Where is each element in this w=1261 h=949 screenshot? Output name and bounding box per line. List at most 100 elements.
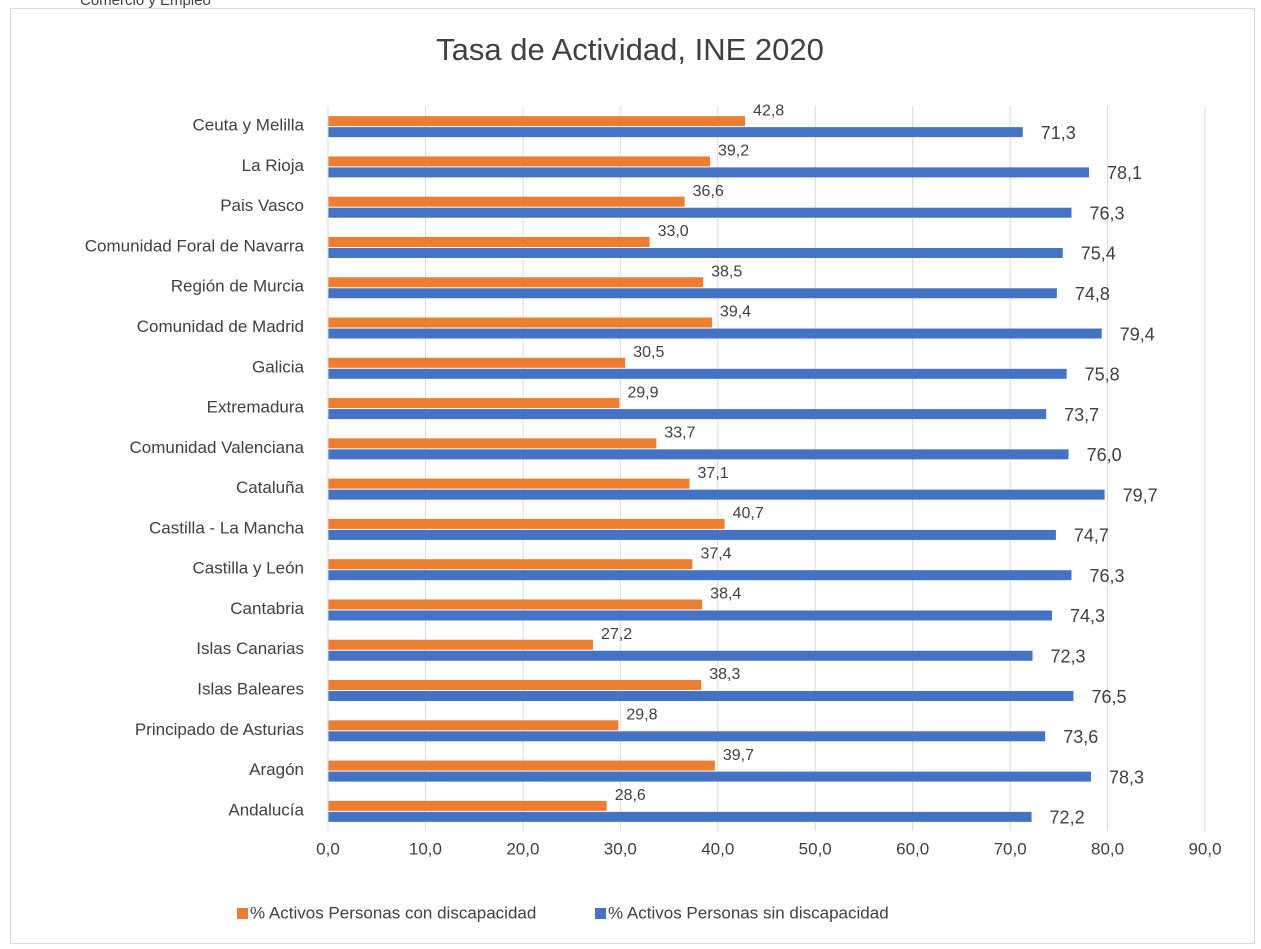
y-tick-label: Región de Murcia: [171, 277, 305, 296]
data-label: 74,7: [1074, 526, 1109, 546]
bar: [328, 247, 1063, 258]
data-label: 76,3: [1090, 203, 1125, 223]
bar: [328, 559, 693, 570]
legend-swatch: [237, 908, 248, 919]
data-label: 39,4: [720, 304, 751, 321]
bar: [328, 328, 1102, 339]
y-tick-label: Principado de Asturias: [135, 720, 304, 739]
bar: [328, 478, 690, 489]
bar: [328, 357, 626, 368]
data-label: 29,9: [627, 384, 658, 401]
bar: [328, 518, 725, 529]
bar: [328, 731, 1046, 742]
bar: [328, 317, 712, 328]
data-label: 37,4: [700, 545, 731, 562]
y-tick-label: Cantabria: [230, 599, 304, 618]
y-tick-label: Andalucía: [228, 800, 304, 819]
bar: [328, 127, 1023, 138]
bar: [328, 650, 1033, 661]
data-label: 39,7: [723, 747, 754, 764]
y-tick-label: Castilla y León: [192, 559, 304, 578]
x-tick-label: 0,0: [316, 839, 340, 858]
data-label: 75,4: [1081, 244, 1116, 264]
data-label: 27,2: [601, 626, 632, 643]
bar: [328, 489, 1105, 500]
data-label: 40,7: [733, 505, 764, 522]
x-tick-label: 10,0: [409, 839, 442, 858]
data-label: 75,8: [1085, 365, 1120, 385]
data-label: 76,5: [1091, 687, 1126, 707]
bar: [328, 207, 1072, 218]
data-label: 38,5: [711, 263, 742, 280]
x-tick-label: 40,0: [701, 839, 734, 858]
y-tick-label: Comunidad Valenciana: [129, 438, 304, 457]
data-label: 74,8: [1075, 284, 1110, 304]
legend-swatch: [595, 908, 606, 919]
x-tick-label: 30,0: [604, 839, 637, 858]
data-label: 73,6: [1063, 727, 1098, 747]
bar: [328, 196, 685, 207]
bar: [328, 599, 703, 610]
bar: [328, 167, 1090, 178]
data-label: 36,6: [693, 183, 724, 200]
x-tick-label: 70,0: [994, 839, 1027, 858]
bar: [328, 116, 746, 127]
bar: [328, 720, 619, 731]
y-tick-label: Galicia: [252, 357, 305, 376]
data-label: 79,4: [1120, 324, 1155, 344]
data-label: 39,2: [718, 143, 749, 160]
y-tick-label: La Rioja: [242, 156, 305, 175]
legend-label: % Activos Personas sin discapacidad: [608, 903, 889, 922]
data-label: 76,3: [1090, 566, 1125, 586]
data-label: 42,8: [753, 102, 784, 119]
bar: [328, 570, 1072, 581]
data-label: 38,3: [709, 666, 740, 683]
x-tick-label: 90,0: [1188, 839, 1221, 858]
bar: [328, 811, 1032, 822]
bar: [328, 277, 704, 288]
bar: [328, 610, 1053, 621]
y-tick-label: Islas Baleares: [197, 680, 304, 699]
data-label: 73,7: [1064, 405, 1099, 425]
bar: [328, 800, 607, 811]
bar: [328, 438, 657, 449]
data-label: 71,3: [1041, 123, 1076, 143]
bar: [328, 760, 715, 771]
y-tick-label: Castilla - La Mancha: [149, 518, 305, 537]
x-tick-label: 60,0: [896, 839, 929, 858]
y-tick-label: Pais Vasco: [220, 196, 304, 215]
y-tick-label: Cataluña: [236, 478, 305, 497]
data-label: 33,0: [658, 223, 689, 240]
bar: [328, 409, 1047, 420]
y-tick-label: Extremadura: [207, 398, 305, 417]
bar: [328, 398, 620, 409]
data-label: 30,5: [633, 344, 664, 361]
bar: [328, 449, 1069, 460]
bar: [328, 368, 1067, 379]
bar: [328, 288, 1057, 299]
data-label: 33,7: [664, 425, 695, 442]
x-tick-label: 20,0: [506, 839, 539, 858]
y-tick-label: Islas Canarias: [196, 639, 304, 658]
data-label: 72,3: [1051, 647, 1086, 667]
y-tick-label: Comunidad Foral de Navarra: [85, 236, 305, 255]
legend-label: % Activos Personas con discapacidad: [250, 903, 536, 922]
bar: [328, 680, 702, 691]
bar: [328, 156, 710, 167]
data-label: 37,1: [698, 465, 729, 482]
data-label: 78,1: [1107, 163, 1142, 183]
bar: [328, 771, 1091, 782]
y-tick-label: Aragón: [249, 760, 304, 779]
data-label: 38,4: [710, 586, 741, 603]
data-label: 28,6: [615, 787, 646, 804]
data-label: 74,3: [1070, 606, 1105, 626]
data-label: 72,2: [1050, 808, 1085, 828]
bar: [328, 236, 650, 247]
bar: [328, 529, 1056, 540]
data-label: 76,0: [1087, 445, 1122, 465]
data-label: 29,8: [626, 707, 657, 724]
bar: [328, 691, 1074, 702]
header-text: Comercio y Empleo: [80, 0, 211, 9]
